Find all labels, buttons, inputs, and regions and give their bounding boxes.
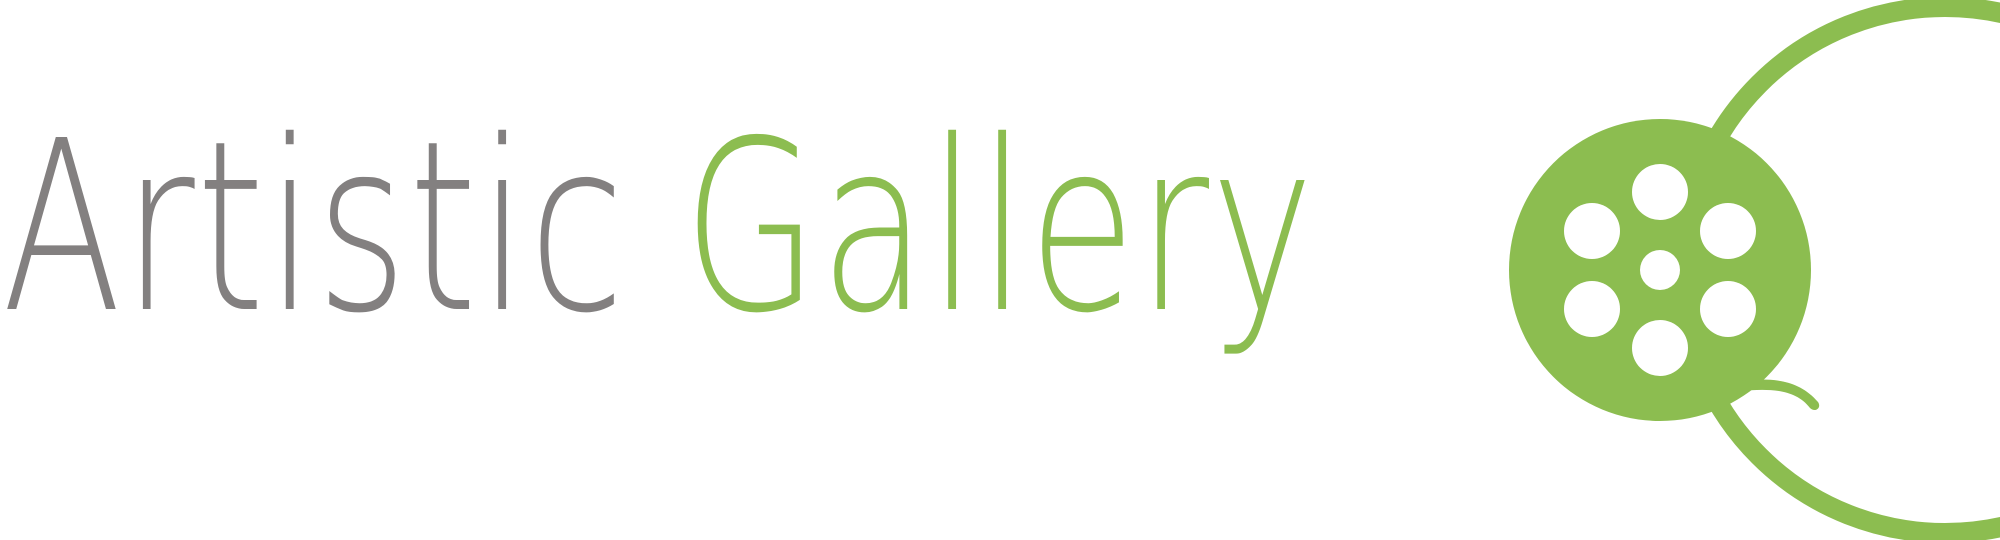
reel-hole — [1700, 203, 1756, 259]
reel-hole — [1632, 320, 1688, 376]
film-reel-icon — [1509, 119, 1820, 421]
reel-hole — [1564, 281, 1620, 337]
logo-word-artistic: Artistic — [2, 90, 627, 365]
reel-hub — [1640, 250, 1680, 290]
reel-hole — [1564, 203, 1620, 259]
logo-wordmark: Artistic Gallery — [2, 110, 1315, 346]
logo-word-gallery: Gallery — [683, 90, 1316, 365]
reel-hole — [1632, 164, 1688, 220]
reel-hole — [1700, 281, 1756, 337]
film-tail — [1705, 379, 1820, 411]
